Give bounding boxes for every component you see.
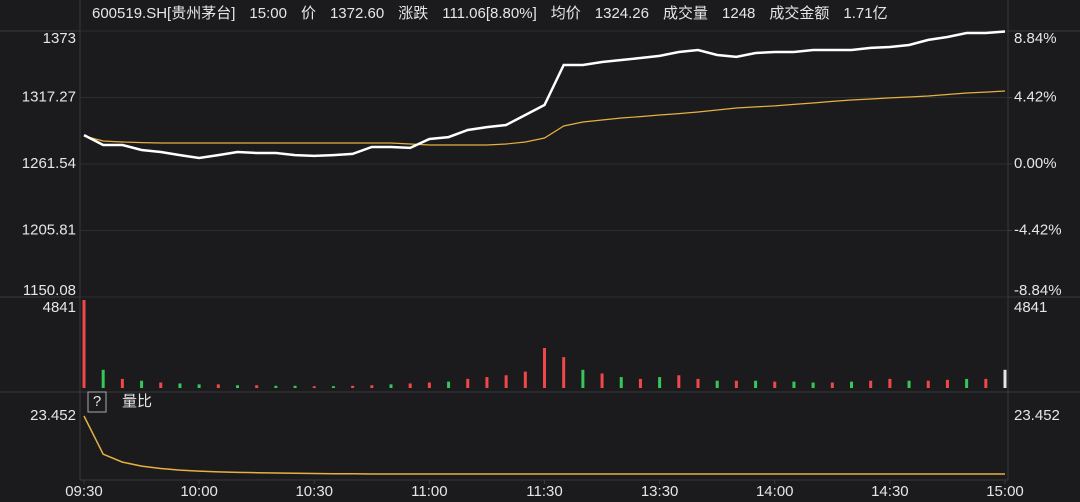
volume-bar — [427, 382, 431, 388]
volume-tick-label-right: 4841 — [1014, 299, 1047, 316]
volume-bar — [1003, 369, 1007, 388]
header-text: 600519.SH[贵州茅台] — [92, 5, 235, 22]
volume-bar — [82, 300, 86, 388]
volume-bar — [562, 357, 566, 388]
ratio-tick-label: 23.452 — [30, 407, 76, 424]
x-tick-label: 14:30 — [871, 483, 909, 500]
y-tick-label: 1317.27 — [22, 88, 76, 105]
volume-bar — [216, 384, 220, 388]
price-line — [83, 30, 1006, 160]
header-text: 1248 — [722, 5, 755, 22]
header-text: 成交量 — [663, 4, 708, 22]
x-tick-label: 09:30 — [65, 483, 103, 500]
y2-tick-label: 8.84% — [1014, 30, 1057, 47]
volume-bar — [485, 377, 489, 388]
y2-tick-label: -8.84% — [1014, 282, 1062, 299]
volume-tick-label: 4841 — [43, 299, 76, 316]
x-tick-label: 10:30 — [295, 483, 333, 500]
volume-bar — [389, 384, 393, 388]
volume-bar — [101, 369, 105, 388]
volume-bar — [715, 380, 719, 388]
volume-bar — [638, 378, 642, 388]
x-tick-label: 14:00 — [756, 483, 794, 500]
y2-tick-label: 0.00% — [1014, 155, 1057, 172]
header-text: 111.06[8.80%] — [442, 5, 537, 22]
volume-bar — [274, 385, 278, 388]
volume-bar — [696, 378, 700, 388]
help-icon[interactable]: ? — [93, 393, 101, 410]
header-text: 成交金额 — [769, 4, 829, 22]
volume-bar — [658, 377, 662, 388]
volume-bar — [965, 378, 969, 388]
price-line — [83, 90, 1006, 146]
x-tick-label: 10:00 — [180, 483, 218, 500]
volume-bar — [140, 380, 144, 388]
ratio-tick-label-right: 23.452 — [1014, 407, 1060, 424]
header-text: 涨跌 — [398, 5, 428, 22]
help-box[interactable] — [87, 391, 107, 413]
volume-bar — [734, 380, 738, 388]
volume-bar — [619, 377, 623, 388]
y-tick-label: 1205.81 — [22, 221, 76, 238]
volume-bar — [504, 375, 508, 388]
volume-bar — [907, 380, 911, 388]
volume-bar — [236, 385, 239, 388]
header-text: 1324.26 — [595, 5, 649, 22]
volume-bar — [850, 381, 853, 388]
volume-bar — [869, 380, 873, 388]
volume-bar — [120, 378, 124, 388]
header-text: 价 — [301, 5, 316, 22]
volume-bar — [523, 371, 527, 388]
volume-bar — [830, 382, 834, 388]
volume-bar — [255, 385, 259, 388]
volume-bar — [351, 385, 355, 388]
volume-bar — [331, 386, 335, 388]
volume-bar — [178, 383, 182, 388]
header-text: 1372.60 — [330, 5, 384, 22]
y-tick-label: 1150.08 — [23, 282, 76, 299]
x-tick-label: 13:30 — [641, 483, 679, 500]
volume-bar — [926, 380, 930, 388]
y-tick-label: 1373 — [43, 30, 76, 47]
y-tick-label: 1261.54 — [22, 155, 76, 172]
volume-bar — [792, 381, 796, 388]
volume-bar — [447, 381, 451, 388]
volume-bar — [888, 378, 892, 388]
header-text: 均价 — [551, 5, 581, 22]
header-text: 1.71亿 — [843, 5, 887, 22]
volume-bar — [754, 380, 758, 388]
volume-bar — [197, 384, 201, 388]
x-tick-label: 11:00 — [411, 483, 447, 500]
header-text: 15:00 — [249, 5, 287, 22]
ratio-line — [83, 415, 1005, 475]
volume-bar — [293, 385, 297, 388]
volume-bar — [811, 382, 815, 388]
volume-bar — [408, 383, 412, 388]
volume-bar — [600, 373, 604, 388]
volume-bar — [543, 348, 546, 388]
volume-bar — [945, 379, 949, 388]
x-tick-label: 15:00 — [986, 483, 1024, 500]
volume-bar — [312, 386, 316, 388]
y2-tick-label: 4.42% — [1014, 88, 1057, 105]
volume-bar — [773, 381, 777, 388]
x-tick-label: 11:30 — [526, 483, 562, 500]
volume-bar — [677, 375, 681, 388]
volume-bar — [159, 382, 163, 388]
volume-bar — [984, 378, 988, 388]
y2-tick-label: -4.42% — [1014, 221, 1062, 238]
ratio-label: 量比 — [122, 393, 152, 410]
volume-bar — [370, 385, 374, 388]
volume-bar — [581, 369, 585, 388]
volume-bar — [466, 378, 470, 388]
